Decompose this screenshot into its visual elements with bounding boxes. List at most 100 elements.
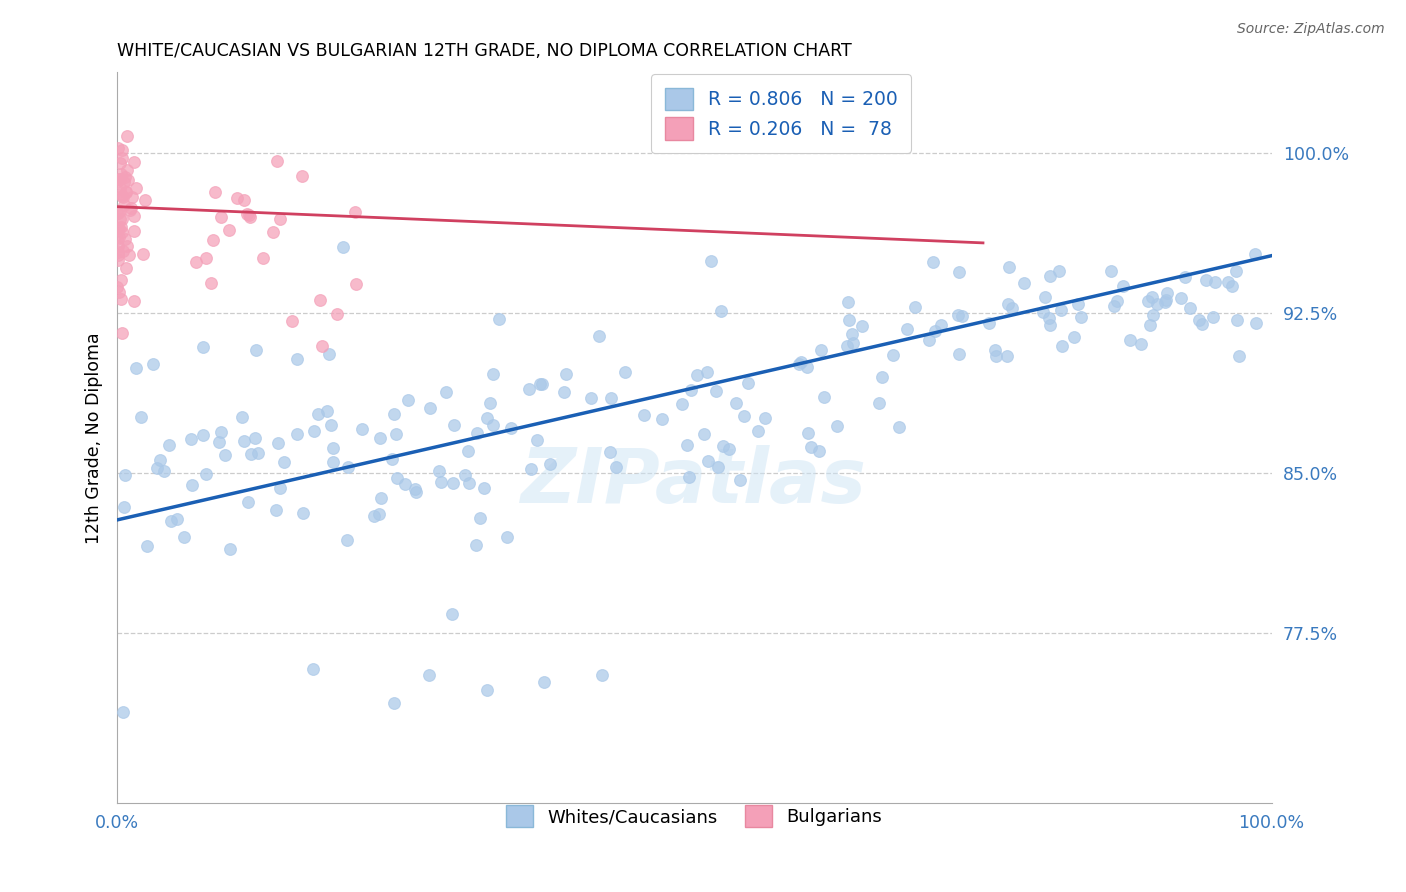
- Point: [918, 333, 941, 347]
- Point: [747, 424, 769, 438]
- Point: [105, 280, 128, 294]
- Point: [950, 310, 973, 324]
- Point: [273, 455, 295, 469]
- Point: [233, 434, 256, 449]
- Point: [704, 384, 727, 399]
- Point: [316, 404, 339, 418]
- Point: [264, 503, 287, 517]
- Point: [465, 426, 488, 441]
- Point: [195, 467, 218, 481]
- Point: [370, 491, 392, 506]
- Point: [997, 297, 1019, 311]
- Point: [488, 311, 510, 326]
- Point: [599, 445, 621, 459]
- Point: [419, 401, 441, 415]
- Point: [405, 484, 427, 499]
- Y-axis label: 12th Grade, No Diploma: 12th Grade, No Diploma: [86, 332, 103, 543]
- Point: [1139, 318, 1161, 332]
- Point: [231, 410, 253, 425]
- Point: [434, 385, 457, 400]
- Point: [676, 438, 699, 452]
- Point: [122, 293, 145, 308]
- Point: [114, 170, 136, 185]
- Point: [946, 308, 969, 322]
- Point: [496, 531, 519, 545]
- Point: [1070, 310, 1092, 325]
- Point: [889, 420, 911, 434]
- Point: [252, 251, 274, 265]
- Point: [468, 510, 491, 524]
- Point: [394, 476, 416, 491]
- Point: [321, 455, 343, 469]
- Point: [115, 239, 138, 253]
- Point: [1226, 313, 1249, 327]
- Point: [344, 277, 367, 291]
- Point: [117, 248, 139, 262]
- Point: [111, 705, 134, 719]
- Point: [326, 307, 349, 321]
- Point: [1244, 246, 1267, 260]
- Point: [121, 190, 143, 204]
- Point: [134, 194, 156, 208]
- Point: [149, 453, 172, 467]
- Point: [1102, 299, 1125, 313]
- Point: [245, 431, 267, 445]
- Point: [120, 202, 142, 216]
- Point: [520, 462, 543, 476]
- Point: [110, 186, 132, 201]
- Point: [115, 129, 138, 144]
- Point: [517, 382, 540, 396]
- Point: [208, 434, 231, 449]
- Point: [322, 441, 344, 455]
- Point: [477, 410, 499, 425]
- Point: [239, 446, 262, 460]
- Point: [1136, 294, 1159, 309]
- Point: [1099, 263, 1122, 277]
- Point: [105, 206, 128, 220]
- Point: [579, 392, 602, 406]
- Point: [107, 252, 129, 267]
- Point: [842, 336, 865, 351]
- Point: [112, 198, 135, 212]
- Point: [110, 273, 132, 287]
- Point: [111, 189, 134, 203]
- Point: [443, 417, 465, 432]
- Point: [110, 156, 132, 170]
- Point: [882, 348, 904, 362]
- Point: [1154, 295, 1177, 310]
- Point: [457, 443, 479, 458]
- Point: [700, 254, 723, 268]
- Point: [1050, 339, 1073, 353]
- Point: [997, 260, 1019, 274]
- Point: [813, 390, 835, 404]
- Point: [105, 232, 128, 246]
- Point: [678, 469, 700, 483]
- Legend: Whites/Caucasians, Bulgarians: Whites/Caucasians, Bulgarians: [499, 798, 890, 834]
- Point: [1220, 278, 1243, 293]
- Point: [181, 477, 204, 491]
- Point: [1032, 305, 1054, 319]
- Point: [440, 607, 463, 621]
- Point: [1174, 269, 1197, 284]
- Point: [219, 541, 242, 556]
- Point: [318, 346, 340, 360]
- Point: [107, 248, 129, 262]
- Point: [453, 468, 475, 483]
- Point: [686, 368, 709, 382]
- Point: [382, 696, 405, 710]
- Point: [114, 231, 136, 245]
- Point: [711, 439, 734, 453]
- Point: [481, 367, 503, 381]
- Point: [728, 473, 751, 487]
- Point: [239, 210, 262, 224]
- Point: [696, 365, 718, 379]
- Point: [193, 340, 215, 354]
- Point: [1140, 290, 1163, 304]
- Point: [107, 221, 129, 235]
- Point: [332, 240, 354, 254]
- Point: [948, 265, 970, 279]
- Point: [1012, 276, 1035, 290]
- Point: [837, 295, 859, 310]
- Point: [979, 316, 1001, 330]
- Point: [1187, 312, 1209, 326]
